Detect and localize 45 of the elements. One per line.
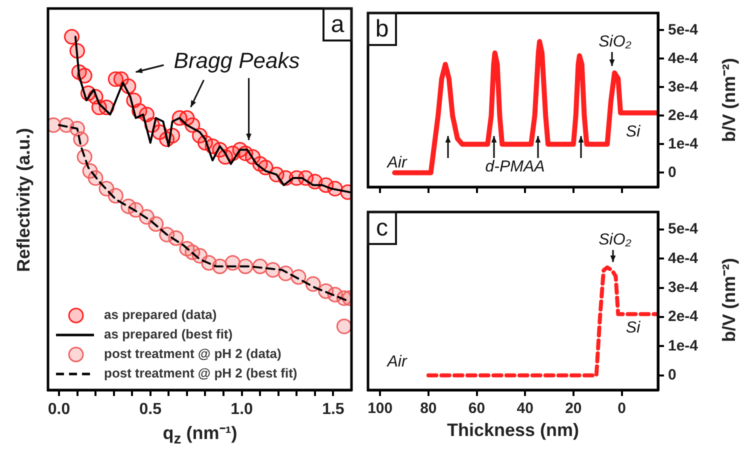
y2-tick-label: 3e-4 <box>668 78 699 96</box>
y2-tick-label: 3e-4 <box>668 279 699 296</box>
x-axis-title: q$_{z}$ (nm⁻¹) <box>162 422 238 448</box>
annotation: Bragg Peaks <box>174 48 300 74</box>
annotation: SiO₂ <box>598 33 632 50</box>
x-tick-label: 1.0 <box>230 401 254 418</box>
legend-label: as prepared (best fit) <box>104 326 233 342</box>
annotation: b <box>375 16 389 43</box>
x-tick-label: 100 <box>368 400 393 418</box>
annotation: SiO₂ <box>598 231 632 248</box>
annotation: a <box>330 11 345 38</box>
y2-tick-label: 0 <box>668 366 676 384</box>
annotation: d-PMAA <box>485 158 545 176</box>
x-tick-label: 40 <box>516 400 534 418</box>
y2-tick-label: 4e-4 <box>668 50 699 67</box>
legend-label: post treatment @ pH 2 (data) <box>104 346 282 362</box>
y2-tick-label: 4e-4 <box>668 250 699 267</box>
annotation: Si <box>626 319 641 336</box>
y2-tick-label: 0 <box>668 164 676 181</box>
annotation: Air <box>386 154 408 172</box>
y2-tick-label: 2e-4 <box>668 106 699 124</box>
x-tick-label: 0 <box>618 400 626 418</box>
y2-axis-title: b/V (nm⁻²) <box>718 258 740 342</box>
point <box>336 318 352 334</box>
x-axis-title: Thickness (nm) <box>446 420 580 441</box>
y2-tick-label: 5e-4 <box>668 220 699 238</box>
annotation: Air <box>386 353 408 370</box>
legend-label: post treatment @ pH 2 (best fit) <box>104 366 298 381</box>
point <box>64 29 80 45</box>
annotation: Si <box>626 123 641 140</box>
y-axis-title: Reflectivity (a.u.) <box>14 128 34 272</box>
y2-tick-label: 1e-4 <box>668 337 699 354</box>
x-tick-label: 20 <box>565 400 582 418</box>
y2-tick-label: 5e-4 <box>668 21 699 38</box>
y2-tick-label: 2e-4 <box>668 308 699 326</box>
x-tick-label: 1.5 <box>322 401 344 418</box>
annotation: c <box>376 214 388 242</box>
y2-axis-title: b/V (nm⁻²) <box>718 58 740 142</box>
line-series <box>426 265 658 378</box>
x-tick-label: 80 <box>420 400 437 418</box>
x-tick-label: 0.0 <box>48 401 70 418</box>
legend-label: as prepared (data) <box>104 307 217 322</box>
x-tick-label: 0.5 <box>139 401 162 418</box>
y2-tick-label: 1e-4 <box>668 135 699 152</box>
x-tick-label: 60 <box>468 400 486 418</box>
